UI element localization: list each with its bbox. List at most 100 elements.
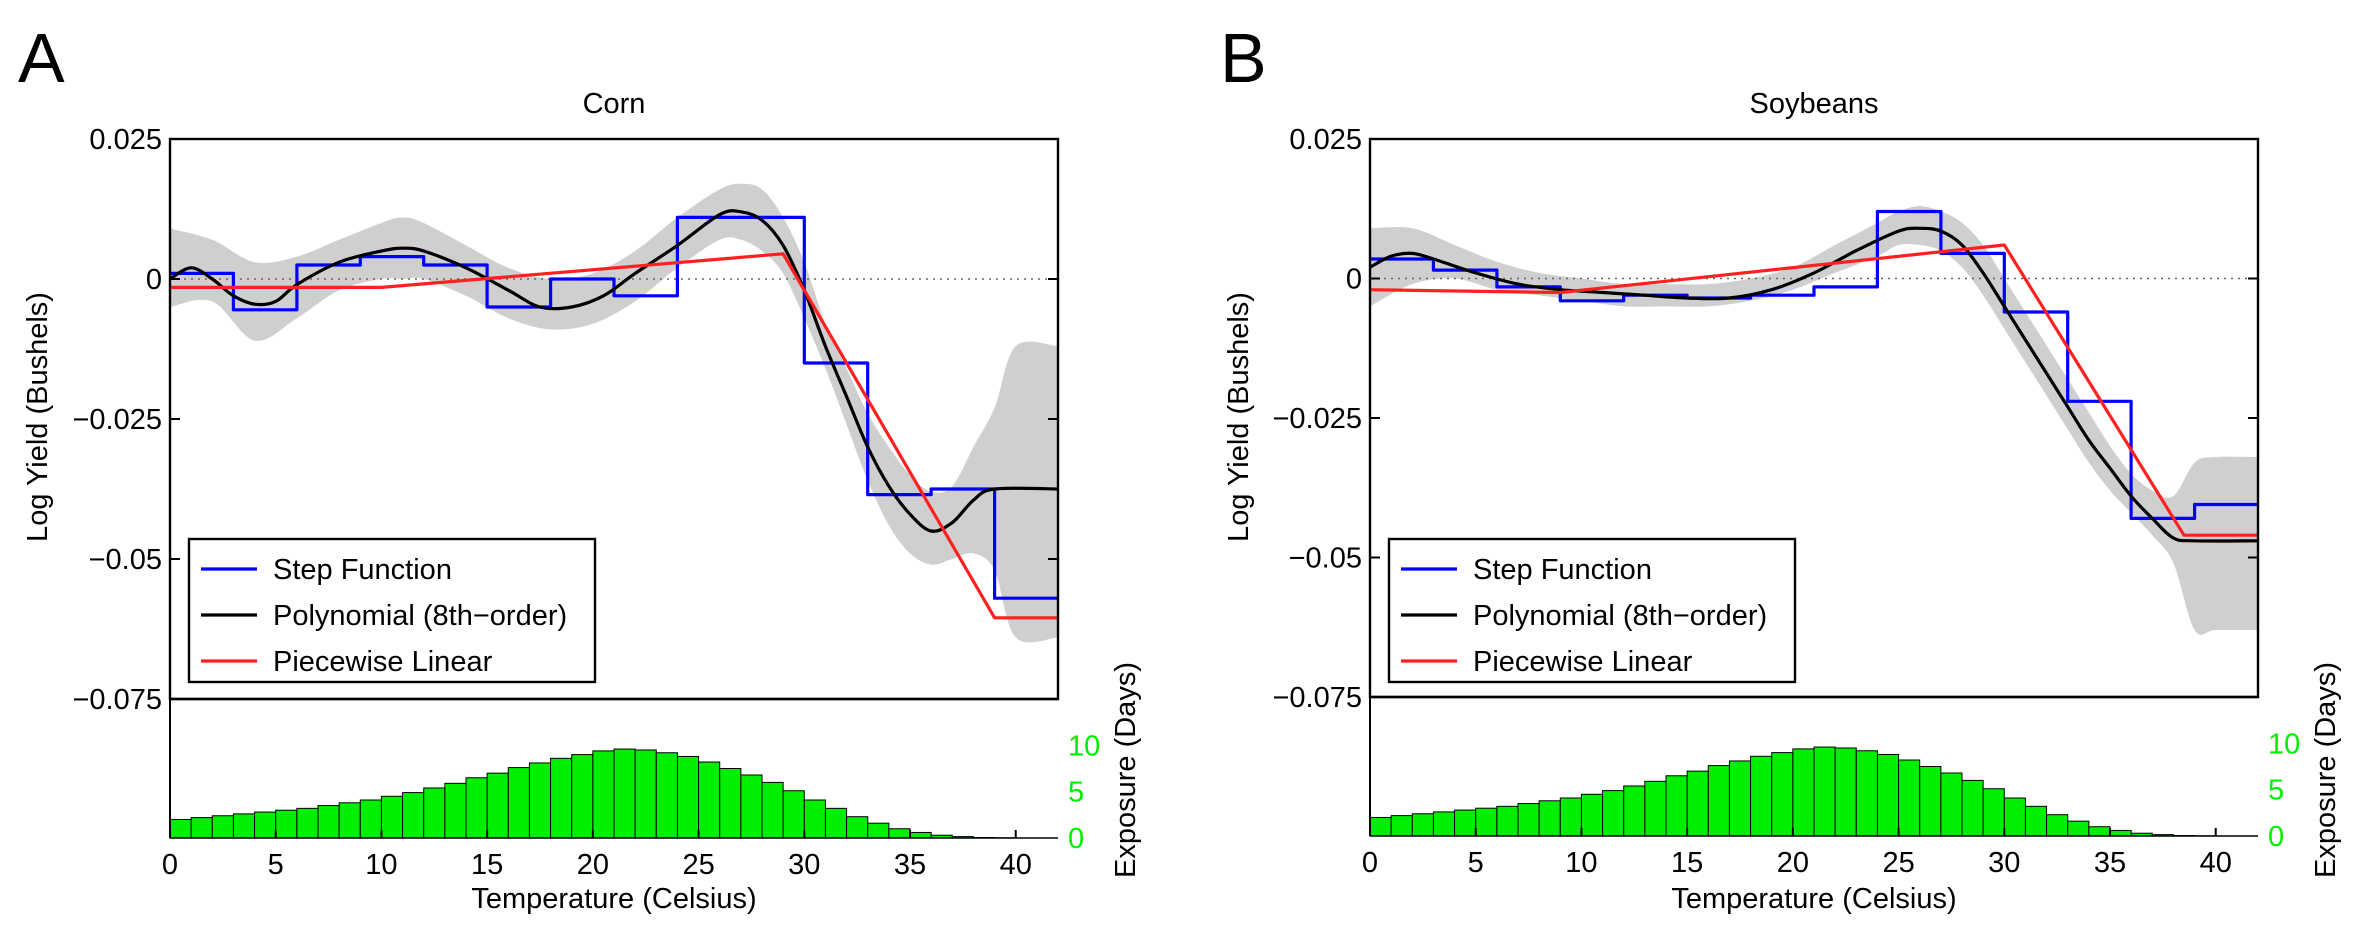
y-tick-label: 0.025	[89, 124, 162, 156]
histogram-bar	[1665, 775, 1688, 837]
histogram-bar	[359, 799, 382, 839]
panel-b-title: Soybeans	[1750, 88, 1879, 120]
histogram-bar	[1432, 811, 1456, 837]
histogram-bar	[1517, 803, 1540, 837]
histogram-bar	[1580, 793, 1604, 837]
x-tick-label: 25	[1882, 847, 1914, 879]
x-tick-label: 25	[682, 849, 714, 881]
panel-b-ylabel: Log Yield (Bushels)	[1223, 292, 1255, 542]
legend-step-function-label: Step Function	[273, 554, 452, 586]
histogram-bar	[803, 799, 826, 839]
histogram-bar	[2046, 814, 2069, 837]
histogram-bar	[1707, 765, 1730, 837]
histogram-bar	[1496, 805, 1519, 837]
histogram-bar	[634, 749, 657, 839]
panel-b-exposure-histogram: 10 5 0 0 5 10 15 20 25 30 35 40	[1362, 695, 2300, 879]
y-tick-label: 0	[1346, 264, 1362, 296]
histogram-bar	[550, 757, 573, 839]
legend-piecewise-linear-label: Piecewise Linear	[1473, 646, 1693, 678]
histogram-bar	[2109, 829, 2132, 837]
legend-step-function-label: Step Function	[1473, 554, 1652, 586]
histogram-bar	[655, 752, 678, 839]
exposure-tick-label: 10	[2268, 728, 2300, 760]
x-tick-label: 30	[788, 849, 820, 881]
exposure-tick-label: 0	[1068, 823, 1084, 855]
polynomial-line	[1370, 226, 2258, 543]
exposure-tick-label: 5	[2268, 775, 2284, 807]
histogram-bar	[846, 816, 869, 839]
panel-a-exposure-label: Exposure (Days)	[1110, 662, 1142, 878]
legend-box	[187, 537, 597, 684]
y-tick-label: −0.05	[1289, 543, 1362, 575]
histogram-bar	[1390, 815, 1413, 837]
histogram-bar	[698, 761, 721, 839]
piecewise-linear-line	[170, 252, 1058, 620]
histogram-bar	[1454, 809, 1477, 837]
histogram-bar	[1792, 748, 1815, 837]
exposure-tick-label: 0	[2268, 821, 2284, 853]
histogram-bar	[1750, 755, 1773, 837]
panel-b-exposure-label: Exposure (Days)	[2310, 662, 2342, 878]
histogram-bar	[1813, 746, 1836, 837]
x-tick-label: 20	[577, 849, 609, 881]
histogram-bar	[507, 767, 530, 839]
histogram-bar	[1771, 752, 1794, 837]
legend-piecewise-linear-label: Piecewise Linear	[273, 646, 493, 678]
x-tick-label: 40	[1000, 849, 1032, 881]
histogram-bar	[1982, 788, 2005, 837]
exposure-tick-label: 10	[1068, 730, 1100, 762]
histogram-bar	[1855, 750, 1878, 837]
panel-b-main-plot: 0.025 0 −0.025 −0.05 −0.075 Step Function Poly…	[1272, 124, 2260, 714]
histogram-bar	[1602, 790, 1625, 837]
y-tick-label: 0.025	[1289, 124, 1362, 156]
histogram-bar	[1475, 807, 1498, 837]
histogram-bar	[423, 787, 446, 839]
panel-a-ylabel: Log Yield (Bushels)	[22, 292, 54, 542]
histogram-bar	[909, 831, 932, 839]
x-tick-label: 35	[2094, 847, 2126, 879]
histogram-bar	[1961, 779, 1984, 837]
piecewise-linear-line	[1370, 243, 2258, 537]
panel-a-letter: A	[18, 19, 65, 97]
histogram-bar	[1623, 785, 1646, 837]
histogram-bar	[592, 750, 615, 839]
histogram-bar	[2088, 826, 2111, 837]
panel-a-exposure-histogram: 10 5 0 0 5 10 15 20 25 30 35 40	[162, 697, 1100, 881]
histogram-bar	[1898, 759, 1921, 837]
histogram-bar	[676, 755, 700, 839]
histogram-bar	[1559, 797, 1582, 837]
histogram-bar	[613, 748, 636, 839]
histogram-bar	[1538, 800, 1561, 837]
histogram-bar	[2003, 797, 2026, 837]
x-tick-label: 30	[1988, 847, 2020, 879]
exposure-tick-label: 5	[1068, 777, 1084, 809]
histogram-bar	[254, 811, 277, 839]
y-tick-label: −0.075	[72, 684, 162, 716]
x-tick-label: 10	[365, 849, 397, 881]
x-tick-label: 0	[162, 849, 178, 881]
panel-a-main-plot: 0.025 0 −0.025 −0.05 −0.075 Step Function Poly…	[72, 124, 1060, 716]
histogram-bar	[2067, 820, 2090, 837]
histogram-bar	[1876, 753, 1900, 837]
panel-a-xlabel: Temperature (Celsius)	[471, 883, 756, 915]
histogram-bar	[444, 782, 467, 839]
histogram-bar	[1728, 760, 1752, 837]
x-tick-label: 15	[471, 849, 503, 881]
y-tick-label: 0	[146, 264, 162, 296]
histogram-bar	[465, 777, 488, 839]
x-tick-label: 0	[1362, 847, 1378, 879]
histogram-bar	[528, 762, 552, 839]
histogram-bar	[296, 807, 319, 839]
histogram-bar	[888, 828, 911, 839]
histogram-bar	[338, 802, 361, 839]
legend-box	[1387, 537, 1797, 684]
histogram-bar	[1411, 813, 1434, 837]
histogram-bar	[402, 792, 425, 839]
y-tick-label: −0.025	[1272, 403, 1362, 435]
panel-a-title: Corn	[583, 88, 646, 120]
x-tick-label: 5	[1468, 847, 1484, 879]
histogram-bar	[1940, 772, 1963, 837]
histogram-bar	[824, 807, 848, 839]
legend-polynomial-label: Polynomial (8th−order)	[273, 600, 567, 632]
